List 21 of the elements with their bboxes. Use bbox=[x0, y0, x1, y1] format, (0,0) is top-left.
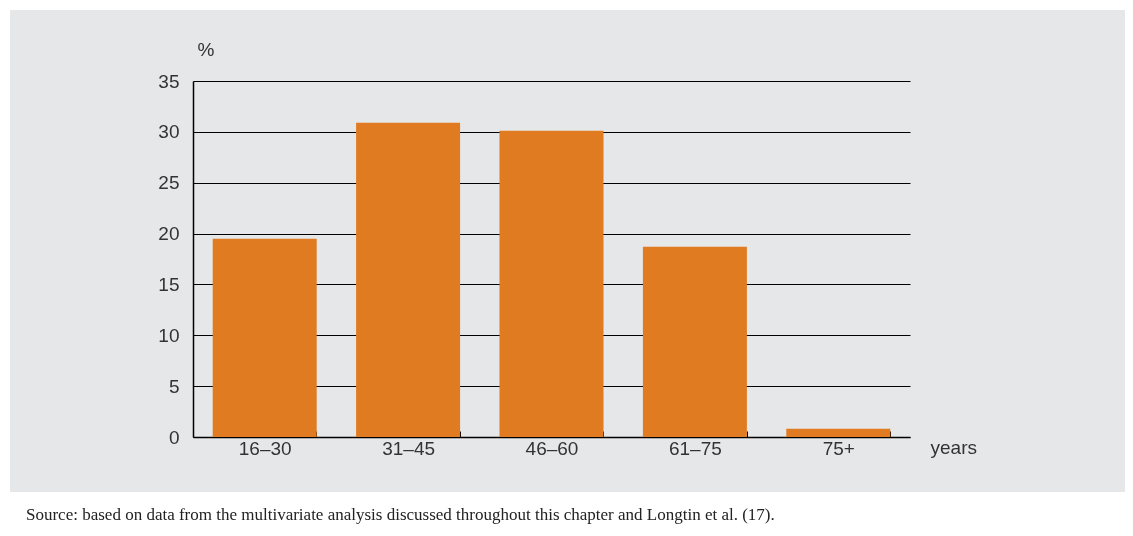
x-tick-label: 16–30 bbox=[238, 437, 292, 459]
x-tick-label: 75+ bbox=[822, 437, 855, 459]
x-axis-title: years bbox=[930, 436, 977, 458]
y-tick-label: 10 bbox=[158, 324, 180, 346]
y-tick-label: 35 bbox=[158, 70, 180, 92]
y-axis-title: % bbox=[197, 38, 215, 60]
bar bbox=[786, 428, 891, 437]
y-tick-label: 5 bbox=[168, 375, 180, 397]
y-tick-label: 0 bbox=[168, 426, 180, 448]
bar bbox=[356, 122, 461, 437]
bar bbox=[642, 246, 747, 437]
y-tick-label: 30 bbox=[158, 121, 180, 143]
source-note: Source: based on data from the multivariate analysis discussed throughout this chapter and Longtin et al. (17). bbox=[26, 505, 775, 525]
y-tick-label: 25 bbox=[158, 172, 180, 194]
bar bbox=[499, 130, 604, 437]
y-tick-label: 15 bbox=[158, 273, 180, 295]
bar bbox=[212, 238, 317, 437]
x-tick-label: 61–75 bbox=[668, 437, 722, 459]
y-tick-label: 20 bbox=[158, 223, 180, 245]
x-tick-label: 31–45 bbox=[382, 437, 436, 459]
x-tick-label: 46–60 bbox=[525, 437, 579, 459]
